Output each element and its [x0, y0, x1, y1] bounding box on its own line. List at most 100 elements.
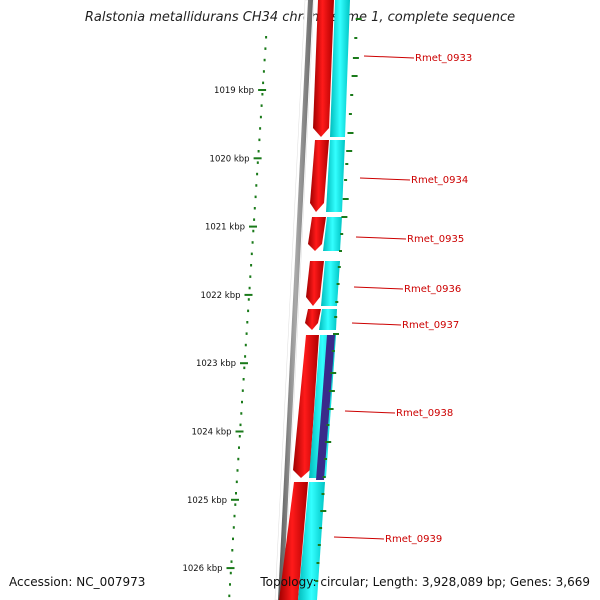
strand-tick	[322, 476, 326, 478]
minor-tick	[253, 218, 256, 221]
strand-tick	[333, 333, 339, 335]
strand-tick	[339, 250, 342, 252]
minor-tick	[229, 571, 232, 575]
strand-tick	[335, 301, 339, 303]
gene-arrow-rmet-0934	[310, 140, 329, 212]
minor-tick	[229, 583, 231, 586]
strand-tick	[345, 163, 349, 165]
gene-label[interactable]: Rmet_0938	[396, 408, 453, 419]
gene-arrow-rmet-0938-forward	[293, 335, 319, 478]
minor-tick	[242, 378, 245, 381]
genome-summary: Topology: circular; Length: 3,928,089 bp…	[260, 575, 590, 589]
minor-tick	[247, 309, 250, 313]
strand-tick	[347, 132, 354, 134]
minor-tick	[259, 127, 262, 130]
map-title: Ralstonia metallidurans CH34 chromosome …	[84, 10, 516, 25]
minor-tick	[238, 446, 240, 449]
minor-tick	[255, 184, 258, 187]
minor-tick	[240, 412, 243, 415]
minor-tick	[234, 503, 237, 506]
minor-tick	[258, 138, 261, 142]
reverse-segment-3	[323, 217, 342, 251]
minor-tick	[236, 469, 239, 472]
major-tick	[235, 430, 244, 433]
gene-labels: Rmet_0933 Rmet_0934 Rmet_0935 Rmet_0936 Rmet…	[333, 53, 472, 545]
major-tick	[240, 362, 248, 365]
strand-tick	[325, 441, 332, 443]
strand-tick	[319, 527, 323, 529]
minor-tick	[262, 81, 265, 85]
gene-label[interactable]: Rmet_0934	[411, 175, 468, 186]
strand-tick	[326, 424, 330, 426]
gene-arrow-rmet-0933	[313, 0, 334, 137]
minor-tick	[231, 549, 234, 552]
strand-tick	[330, 372, 337, 374]
strand-tick	[336, 283, 340, 285]
strand-tick	[316, 562, 320, 564]
strand-tick	[327, 408, 334, 410]
gene-label-leader	[353, 286, 404, 290]
gene-arrow-rmet-0937	[305, 309, 321, 330]
minor-tick	[250, 264, 253, 267]
major-tick	[258, 89, 267, 91]
strand-tick	[340, 233, 344, 235]
major-tick	[253, 157, 262, 160]
strand-tick	[348, 113, 352, 115]
strand-tick	[334, 316, 338, 318]
minor-tick	[235, 492, 237, 495]
strand-tick	[337, 266, 341, 268]
minor-tick	[251, 241, 254, 244]
accession-label: Accession: NC_007973	[9, 575, 146, 589]
reverse-segment-4	[321, 261, 340, 306]
strand-tick	[351, 75, 358, 77]
gene-arrow-rmet-0935	[308, 217, 326, 251]
minor-tick	[244, 343, 247, 347]
strand-tick	[344, 179, 348, 181]
reverse-segment-5	[319, 309, 337, 330]
forward-strand-track	[279, 0, 334, 600]
gene-label-leader	[344, 410, 396, 414]
minor-tick	[248, 286, 251, 290]
minor-tick	[247, 298, 250, 301]
minor-tick	[233, 514, 236, 518]
strand-tick	[350, 94, 354, 96]
scale-ticks	[226, 18, 362, 598]
scale-labels: 1019 kbp 1020 kbp 1021 kbp 1022 kbp 1023 kbp…	[182, 86, 254, 574]
reverse-segment-1	[330, 0, 350, 137]
minor-tick	[235, 480, 238, 484]
gene-label[interactable]: Rmet_0933	[415, 53, 472, 64]
scale-tick-label: 1019 kbp	[214, 86, 254, 96]
scale-tick-label: 1026 kbp	[182, 564, 222, 574]
minor-tick	[264, 47, 267, 50]
reverse-segment-7	[298, 482, 325, 600]
minor-tick	[254, 195, 257, 199]
strand-tick	[352, 57, 359, 59]
gene-arrow-rmet-0936	[306, 261, 324, 306]
scale-tick-label: 1025 kbp	[187, 496, 227, 506]
minor-tick	[265, 36, 268, 39]
gene-label-leader	[355, 236, 407, 240]
scale-tick-label: 1023 kbp	[196, 359, 236, 369]
minor-tick	[249, 275, 252, 278]
minor-tick	[246, 321, 249, 324]
major-tick	[244, 293, 253, 296]
gene-label[interactable]: Rmet_0936	[404, 284, 461, 295]
gene-label-leader	[359, 177, 411, 181]
scale-tick-label: 1024 kbp	[191, 428, 231, 438]
gene-label-leader	[333, 536, 385, 540]
strand-tick	[341, 216, 348, 218]
minor-tick	[262, 70, 265, 73]
scale-tick-label: 1022 kbp	[200, 291, 240, 301]
reverse-strand-track	[298, 0, 350, 600]
minor-tick	[232, 537, 234, 541]
minor-tick	[256, 172, 259, 176]
gene-label[interactable]: Rmet_0939	[385, 534, 442, 545]
minor-tick	[232, 526, 235, 529]
gene-label[interactable]: Rmet_0937	[402, 320, 459, 331]
strand-tick	[324, 458, 327, 460]
gene-label-leader	[351, 322, 402, 326]
strand-tick	[315, 580, 319, 582]
strand-tick	[342, 198, 349, 200]
gene-label[interactable]: Rmet_0935	[407, 234, 464, 245]
strand-tick	[320, 510, 327, 512]
